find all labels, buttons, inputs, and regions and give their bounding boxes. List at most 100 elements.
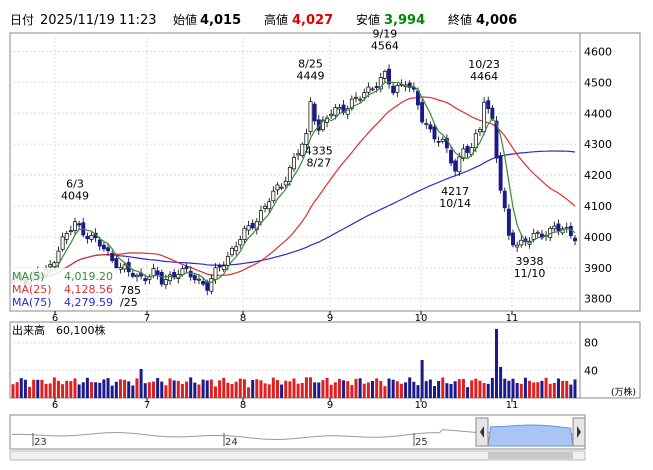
navigator-left-handle[interactable] (475, 417, 489, 447)
volume-bar (205, 380, 209, 398)
price-tick-label: 4200 (584, 169, 612, 182)
partial-low-date: /25 (120, 296, 138, 309)
volume-bar (395, 381, 399, 398)
volume-bar (309, 377, 313, 398)
volume-bar (375, 378, 379, 398)
volume-bar (259, 380, 263, 398)
candle-body (234, 246, 239, 252)
volume-bar (325, 377, 329, 398)
candle-body (217, 264, 222, 268)
volume-bar (139, 368, 143, 398)
volume-bar (420, 360, 424, 398)
candle-body (498, 155, 503, 191)
candle-body (135, 274, 139, 278)
volume-tick-label: 80 (584, 337, 598, 350)
candle-body (77, 223, 82, 226)
volume-bar (147, 382, 151, 398)
annotation-label: 4217 (441, 185, 469, 198)
volume-bar (457, 379, 461, 398)
volume-bar (32, 379, 36, 398)
volume-bar (168, 378, 172, 398)
candle-body (106, 247, 110, 252)
volume-bar (118, 379, 122, 398)
volume-bar (445, 383, 449, 398)
navigator-tick-label: 23 (34, 437, 47, 448)
navigator-scrollbar[interactable] (9, 450, 586, 461)
annotation-label: 4464 (470, 70, 498, 83)
candle-body (506, 208, 511, 236)
candle-body (391, 85, 396, 94)
volume-bar (296, 383, 300, 398)
candle-body (535, 231, 540, 234)
volume-bar (383, 386, 387, 398)
candle-body (258, 210, 263, 223)
close-value: 4,006 (476, 13, 517, 28)
volume-bar (515, 383, 519, 398)
annotation-label: 4335 (305, 144, 333, 157)
candle-body (320, 119, 325, 131)
volume-bar (511, 378, 515, 398)
candle-body (366, 86, 371, 93)
candle-body (428, 124, 433, 130)
price-tick-label: 4100 (584, 200, 612, 213)
navigator-year-ticks: 23 24 25 (32, 433, 428, 448)
volume-bar (185, 381, 189, 398)
candle-body (457, 156, 462, 173)
candle-body (168, 274, 172, 282)
volume-bar (428, 379, 432, 398)
volume-bar (284, 380, 288, 398)
annotation-label: 6/3 (66, 178, 84, 191)
candle-body (56, 250, 61, 263)
volume-bar (333, 382, 337, 398)
candle-body (449, 150, 453, 164)
candle-body (184, 266, 189, 270)
volume-bar (234, 381, 238, 398)
navigator-right-handle[interactable] (572, 417, 586, 447)
candle-body (263, 205, 268, 209)
volume-bar (416, 385, 420, 398)
volume-bar (569, 384, 573, 398)
volume-bar (106, 378, 110, 398)
volume-bar (358, 378, 362, 398)
candle-body (482, 101, 487, 133)
date-tick-label: 6 (52, 313, 58, 324)
candle-body (436, 141, 441, 143)
volume-bar (313, 382, 317, 398)
volume-bar (449, 383, 453, 398)
navigator-selected-range[interactable] (487, 424, 574, 447)
candle-body (333, 107, 338, 116)
legend-box (11, 268, 119, 310)
left-arrow-icon (480, 426, 484, 438)
candle-body (213, 267, 218, 280)
candle-body (465, 146, 470, 153)
volume-bar (499, 366, 503, 398)
candle-body (531, 233, 536, 240)
volume-bar (189, 377, 193, 398)
volume-bar (44, 383, 48, 398)
candle-body (519, 239, 524, 246)
volume-bar (292, 378, 296, 398)
annotation-label: 8/25 (298, 58, 323, 71)
candle-body (490, 107, 495, 120)
volume-bar (19, 378, 23, 398)
price-tick-label: 4400 (584, 107, 612, 120)
candle-body (279, 186, 284, 189)
volume-bar (486, 383, 490, 398)
date-tick-label: 11 (506, 400, 519, 411)
candle-body (64, 233, 69, 240)
volume-bar (437, 381, 441, 398)
volume-bar (494, 328, 498, 398)
volume-bar (222, 377, 226, 398)
candle-body (378, 77, 383, 90)
candle-body (502, 190, 507, 209)
candle-body (556, 223, 561, 232)
navigator-scrollbar-thumb[interactable] (488, 452, 573, 459)
candle-body (308, 101, 313, 132)
volume-bar (85, 377, 89, 398)
volume-axis (579, 321, 641, 399)
date-tick-label: 9 (327, 313, 333, 324)
high-label: 高値 (264, 12, 288, 27)
ma5-line (12, 81, 576, 284)
volume-bar (65, 380, 69, 398)
